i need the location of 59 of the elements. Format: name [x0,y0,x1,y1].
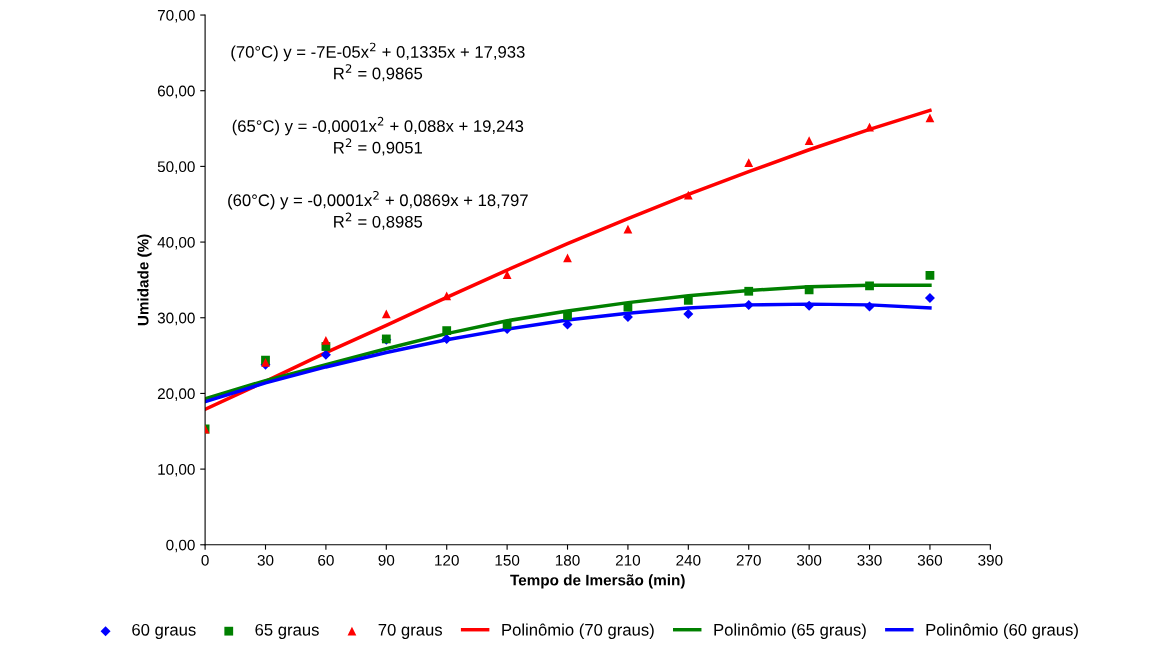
y-tick-label: 0,00 [166,539,195,553]
legend-label: 65 graus [255,623,319,639]
point [563,311,572,320]
x-tick-label: 240 [676,554,701,566]
text: (70°C) y = -7E-05x$^{2}$ + 0,1335x + 17,933 R$^{2}$ = 0,9865 [231,42,525,82]
point [381,309,391,319]
y-tick-label: 50,00 [157,161,195,174]
x-tick-label: 300 [796,554,822,566]
x-tick-label: 60 [318,554,334,566]
line-series [205,283,932,401]
x-axis-title: Tempo de Imersão (min) [510,574,685,589]
point [804,300,815,311]
line-series [205,302,932,404]
legend-label: Polinômio (65 graus) [714,623,866,639]
x-tick-label: 360 [917,554,943,566]
x-tick-label: 120 [435,554,459,566]
line-series [205,108,932,412]
text: (60°C) y = -0,0001x$^{2}$ + 0,0869x + 18,797 R$^{2}$ = 0,8985 [228,190,528,230]
x-tick-label: 210 [615,554,641,566]
point [925,113,935,123]
point [743,299,754,310]
point [321,336,331,345]
legend-label: Polinômio (60 graus) [926,623,1078,639]
point [744,286,754,296]
x-tick-label: 390 [978,554,1003,566]
y-tick-label: 20,00 [157,388,195,401]
y-axis-title: Umidade (%) [137,234,152,326]
point [865,281,874,291]
point [502,270,512,280]
point [442,326,452,336]
point [924,293,935,304]
point [925,270,935,280]
point [744,158,754,167]
x-tick-label: 330 [857,554,882,566]
point [804,285,814,295]
x-tick-label: 180 [555,554,580,566]
point [502,320,512,329]
point [623,224,633,234]
y-tick-label: 10,00 [158,463,195,477]
y-tick-label: 40,00 [157,236,195,250]
y-tick-label: 70,00 [157,9,195,23]
point [442,291,452,301]
x-tick-label: 90 [378,554,395,566]
legend-label: 70 graus [378,623,443,639]
x-tick-label: 0 [201,554,209,566]
point [683,190,693,200]
point [804,136,814,146]
x-tick-label: 270 [736,554,761,566]
point [683,308,694,319]
point [320,349,331,360]
y-tick-label: 60,00 [157,85,195,99]
point [623,302,633,312]
x-tick-label: 30 [257,554,274,566]
x-tick-label: 150 [495,554,520,566]
legend-label: 60 graus [132,623,196,639]
y-tick-label: 30,00 [157,312,195,326]
text: (65°C) y = -0,0001x$^{2}$ + 0,088x + 19,243 R$^{2}$ = 0,9051 [232,116,524,156]
legend-label: Polinômio (70 graus) [502,623,654,639]
point [864,301,875,312]
